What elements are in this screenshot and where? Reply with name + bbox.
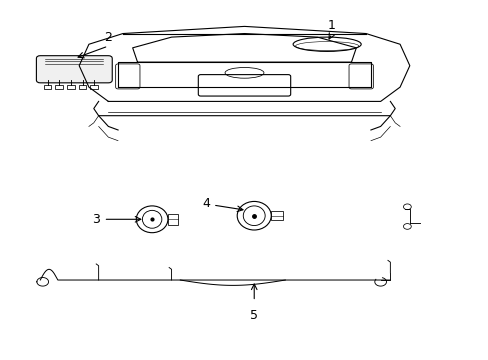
Bar xyxy=(79,85,86,89)
Bar xyxy=(67,85,75,89)
Bar xyxy=(43,85,51,89)
Bar xyxy=(271,211,283,220)
Text: 4: 4 xyxy=(202,197,210,210)
Bar xyxy=(168,214,178,225)
Text: 5: 5 xyxy=(250,309,258,321)
FancyBboxPatch shape xyxy=(36,56,112,83)
Text: 2: 2 xyxy=(104,31,112,44)
Text: 1: 1 xyxy=(327,19,335,32)
Bar xyxy=(90,85,98,89)
Text: 3: 3 xyxy=(92,213,100,226)
Bar xyxy=(55,85,63,89)
